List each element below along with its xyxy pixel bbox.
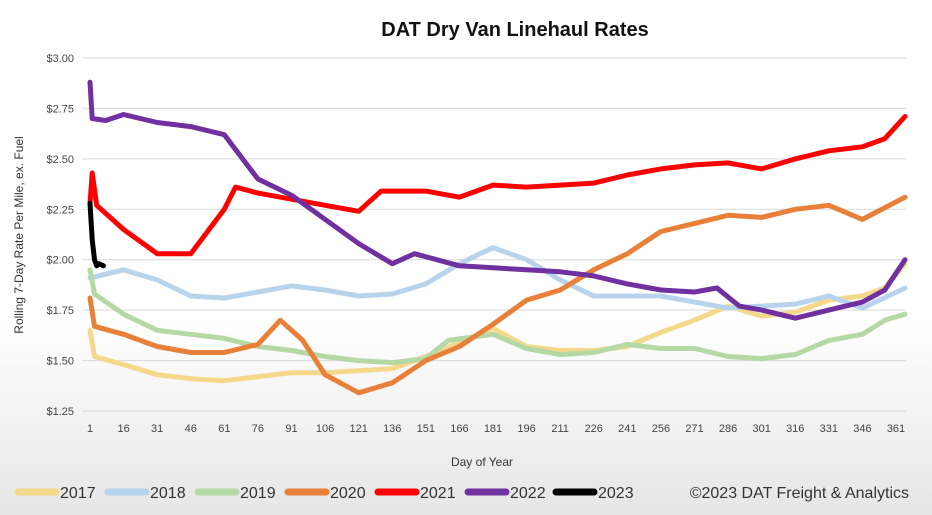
series-line-2018 xyxy=(87,245,908,311)
gridlines xyxy=(82,57,906,412)
x-tick-label: 16 xyxy=(117,423,129,435)
copyright-text: ©2023 DAT Freight & Analytics xyxy=(690,485,909,502)
x-tick-label: 286 xyxy=(719,423,737,435)
x-tick-label: 211 xyxy=(551,423,569,435)
x-tick-label: 151 xyxy=(417,423,435,435)
x-tick-label: 91 xyxy=(285,423,297,435)
y-axis-ticks: $1.25 $1.50 $1.75 $2.00 $2.25 $2.50 $2.75 $3.00 xyxy=(46,53,74,418)
x-tick-label: 331 xyxy=(820,423,838,435)
x-tick-label: 301 xyxy=(752,423,770,435)
x-tick-label: 346 xyxy=(853,423,871,435)
legend-item-2022: 2022 xyxy=(464,485,546,502)
x-tick-label: 76 xyxy=(252,423,264,435)
x-tick-label: 136 xyxy=(383,423,401,435)
y-tick-label: $2.00 xyxy=(46,255,74,267)
x-tick-label: 226 xyxy=(585,423,603,435)
x-tick-label: 316 xyxy=(786,423,804,435)
x-tick-label: 121 xyxy=(349,423,367,435)
x-tick-label: 46 xyxy=(185,423,197,435)
series-line-2019 xyxy=(87,267,908,366)
legend-item-2017: 2017 xyxy=(14,485,96,502)
y-tick-label: $1.25 xyxy=(46,406,74,418)
x-tick-label: 1 xyxy=(87,423,93,435)
legend-item-2019: 2019 xyxy=(194,485,276,502)
chart-title: DAT Dry Van Linehaul Rates xyxy=(381,19,648,41)
x-tick-label: 256 xyxy=(652,423,670,435)
y-axis-label: Rolling 7-Day Rate Per Mile, ex. Fuel xyxy=(12,136,26,333)
y-tick-label: $2.75 xyxy=(46,103,74,115)
series-line-2023 xyxy=(87,200,106,269)
y-tick-label: $2.25 xyxy=(46,204,74,216)
legend-item-2020: 2020 xyxy=(284,485,366,502)
series-line-2022 xyxy=(87,79,908,321)
x-tick-label: 31 xyxy=(151,423,163,435)
x-axis-label: Day of Year xyxy=(451,455,513,469)
legend-item-2023: 2023 xyxy=(552,485,634,502)
legend-label: 2022 xyxy=(510,485,546,502)
series-lines xyxy=(87,79,908,396)
x-tick-label: 181 xyxy=(484,423,502,435)
legend-label: 2021 xyxy=(420,485,456,502)
legend-label: 2023 xyxy=(598,485,634,502)
y-tick-label: $2.50 xyxy=(46,154,74,166)
legend: 2017 2018 2019 2020 2021 2022 2023 xyxy=(14,485,634,502)
x-tick-label: 361 xyxy=(887,423,905,435)
y-tick-label: $1.50 xyxy=(46,356,74,368)
series-line-2020 xyxy=(87,194,908,396)
legend-label: 2020 xyxy=(330,485,366,502)
legend-item-2018: 2018 xyxy=(104,485,186,502)
x-tick-label: 196 xyxy=(517,423,535,435)
x-tick-label: 241 xyxy=(618,423,636,435)
legend-item-2021: 2021 xyxy=(374,485,456,502)
x-axis-ticks: 1 16 31 46 61 76 91 106 121 136 151 166 181 196 211 226… xyxy=(87,423,905,435)
y-tick-label: $3.00 xyxy=(46,53,74,65)
x-tick-label: 166 xyxy=(450,423,468,435)
legend-label: 2018 xyxy=(150,485,186,502)
x-tick-label: 106 xyxy=(316,423,334,435)
x-tick-label: 271 xyxy=(685,423,703,435)
x-tick-label: 61 xyxy=(218,423,230,435)
y-tick-label: $1.75 xyxy=(46,305,74,317)
legend-label: 2017 xyxy=(60,485,96,502)
series-line-2021 xyxy=(87,114,908,257)
legend-label: 2019 xyxy=(240,485,276,502)
